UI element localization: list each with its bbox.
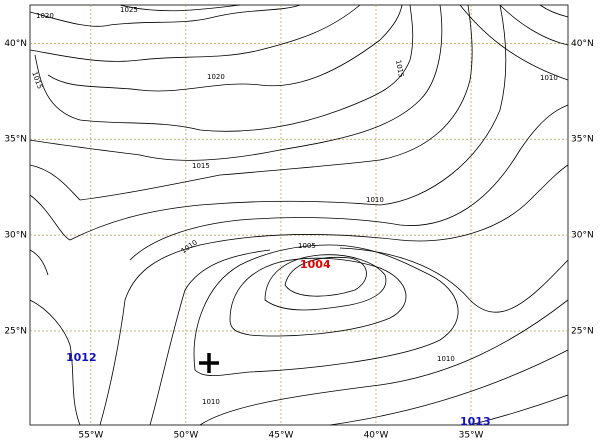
isobar	[99, 164, 569, 426]
isobar	[29, 4, 507, 241]
x-tick-label: 50°W	[173, 431, 198, 441]
isobar	[149, 247, 569, 426]
isobar	[119, 4, 241, 12]
contour-label: 1010	[366, 196, 384, 204]
low-label: 1004	[300, 258, 331, 271]
y-tick-label: 25°N	[571, 327, 594, 337]
isobar	[229, 257, 407, 337]
y-tick-label: 30°N	[571, 231, 594, 241]
y-tick-label: 30°N	[4, 231, 27, 241]
y-tick-label: 25°N	[4, 327, 27, 337]
y-tick-label: 40°N	[4, 39, 27, 49]
isobars	[29, 4, 569, 426]
contour-label: 1010	[202, 398, 220, 406]
isobar	[29, 4, 473, 201]
isobar	[29, 299, 81, 426]
isobar	[29, 4, 301, 27]
contour-label: 1010	[540, 74, 558, 82]
isobar	[284, 257, 367, 297]
map-frame	[29, 4, 569, 426]
isobar	[539, 4, 569, 18]
isobar	[29, 4, 361, 62]
contour-label: 1020	[207, 73, 225, 81]
isobar	[499, 4, 569, 46]
y-tick-label: 35°N	[4, 135, 27, 145]
x-tick-label: 35°W	[459, 431, 484, 441]
y-tick-label: 35°N	[571, 135, 594, 145]
contour-label: 1020	[36, 12, 54, 20]
isobar	[29, 104, 569, 276]
y-tick-label: 40°N	[571, 39, 594, 49]
pressure-label: 1012	[66, 351, 97, 364]
contour-label: 1015	[192, 162, 210, 170]
x-tick-label: 45°W	[269, 431, 294, 441]
isobar	[29, 4, 443, 161]
contour-label: 1010	[437, 355, 455, 363]
isobar	[193, 244, 459, 376]
isobar	[199, 299, 569, 426]
isobar	[459, 4, 569, 81]
isobar	[264, 254, 387, 311]
contour-labels: 1025 1020 1015 1010 1020 1015 1015 1010 …	[30, 6, 558, 428]
isobar	[469, 394, 569, 426]
x-tick-label: 40°W	[364, 431, 389, 441]
contour-label: 1005	[298, 242, 316, 250]
x-tick-label: 55°W	[78, 431, 103, 441]
grid	[30, 5, 568, 425]
isobar	[47, 4, 403, 92]
contour-label: 1025	[120, 6, 138, 14]
contour-label: 1015	[394, 59, 405, 78]
center-marker	[199, 353, 219, 373]
isobar	[34, 4, 414, 132]
pressure-label: 1013	[460, 415, 491, 428]
isobar	[329, 349, 569, 426]
